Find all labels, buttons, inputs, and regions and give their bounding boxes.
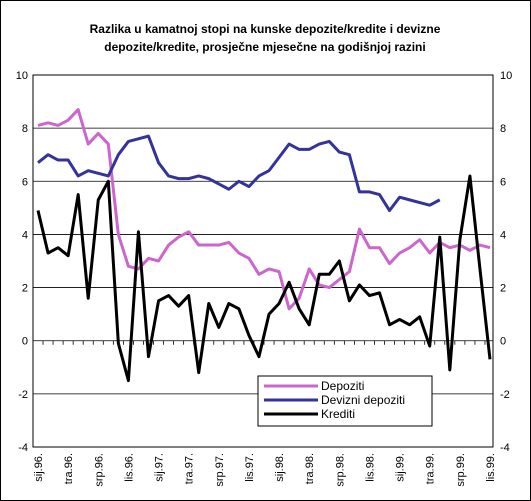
x-tick-label: sij.98. xyxy=(274,453,286,482)
x-tick-label: tra.99. xyxy=(425,453,437,484)
x-tick-label: tra.96. xyxy=(63,453,75,484)
y2-tick-label: 6 xyxy=(500,176,506,188)
y-tick-label: 10 xyxy=(16,70,28,82)
x-tick-label: srp.97. xyxy=(214,453,226,487)
y2-tick-label: -2 xyxy=(500,389,510,401)
x-tick-label: sij.96. xyxy=(33,453,45,482)
y-tick-label: 4 xyxy=(22,229,28,241)
y-tick-label: 2 xyxy=(22,283,28,295)
x-tick-label: lis.97. xyxy=(244,453,256,482)
x-tick-label: sij.97. xyxy=(154,453,166,482)
series-line xyxy=(37,108,491,311)
y2-tick-label: 8 xyxy=(500,123,506,135)
y-tick-label: 6 xyxy=(22,176,28,188)
x-tick-label: sij.99. xyxy=(395,453,407,482)
y-tick-label: 8 xyxy=(22,123,28,135)
x-tick-label: srp.99. xyxy=(455,453,467,487)
y-tick-label: -2 xyxy=(18,389,28,401)
legend-label: Krediti xyxy=(321,407,355,421)
legend-label: Devizni depoziti xyxy=(321,393,405,407)
x-tick-label: lis.96. xyxy=(123,453,135,482)
chart-title: depozite/kredite, prosječne mjesečne na … xyxy=(104,40,425,54)
y2-tick-label: 2 xyxy=(500,283,506,295)
y2-tick-label: 4 xyxy=(500,229,506,241)
x-tick-label: tra.97. xyxy=(184,453,196,484)
y-tick-label: -4 xyxy=(18,442,28,454)
y2-tick-label: -4 xyxy=(500,442,510,454)
x-tick-label: lis.99. xyxy=(485,453,497,482)
x-tick-label: srp.98. xyxy=(334,453,346,487)
x-tick-label: srp.96. xyxy=(93,453,105,487)
series-line xyxy=(36,174,492,383)
chart-title: Razlika u kamatnoj stopi na kunske depoz… xyxy=(90,22,441,36)
x-tick-label: tra.98. xyxy=(304,453,316,484)
y2-tick-label: 0 xyxy=(500,336,506,348)
y-tick-label: 0 xyxy=(22,336,28,348)
x-tick-label: lis.98. xyxy=(364,453,376,482)
series-line xyxy=(37,134,441,213)
legend-label: Depoziti xyxy=(321,379,364,393)
y2-tick-label: 10 xyxy=(500,70,512,82)
